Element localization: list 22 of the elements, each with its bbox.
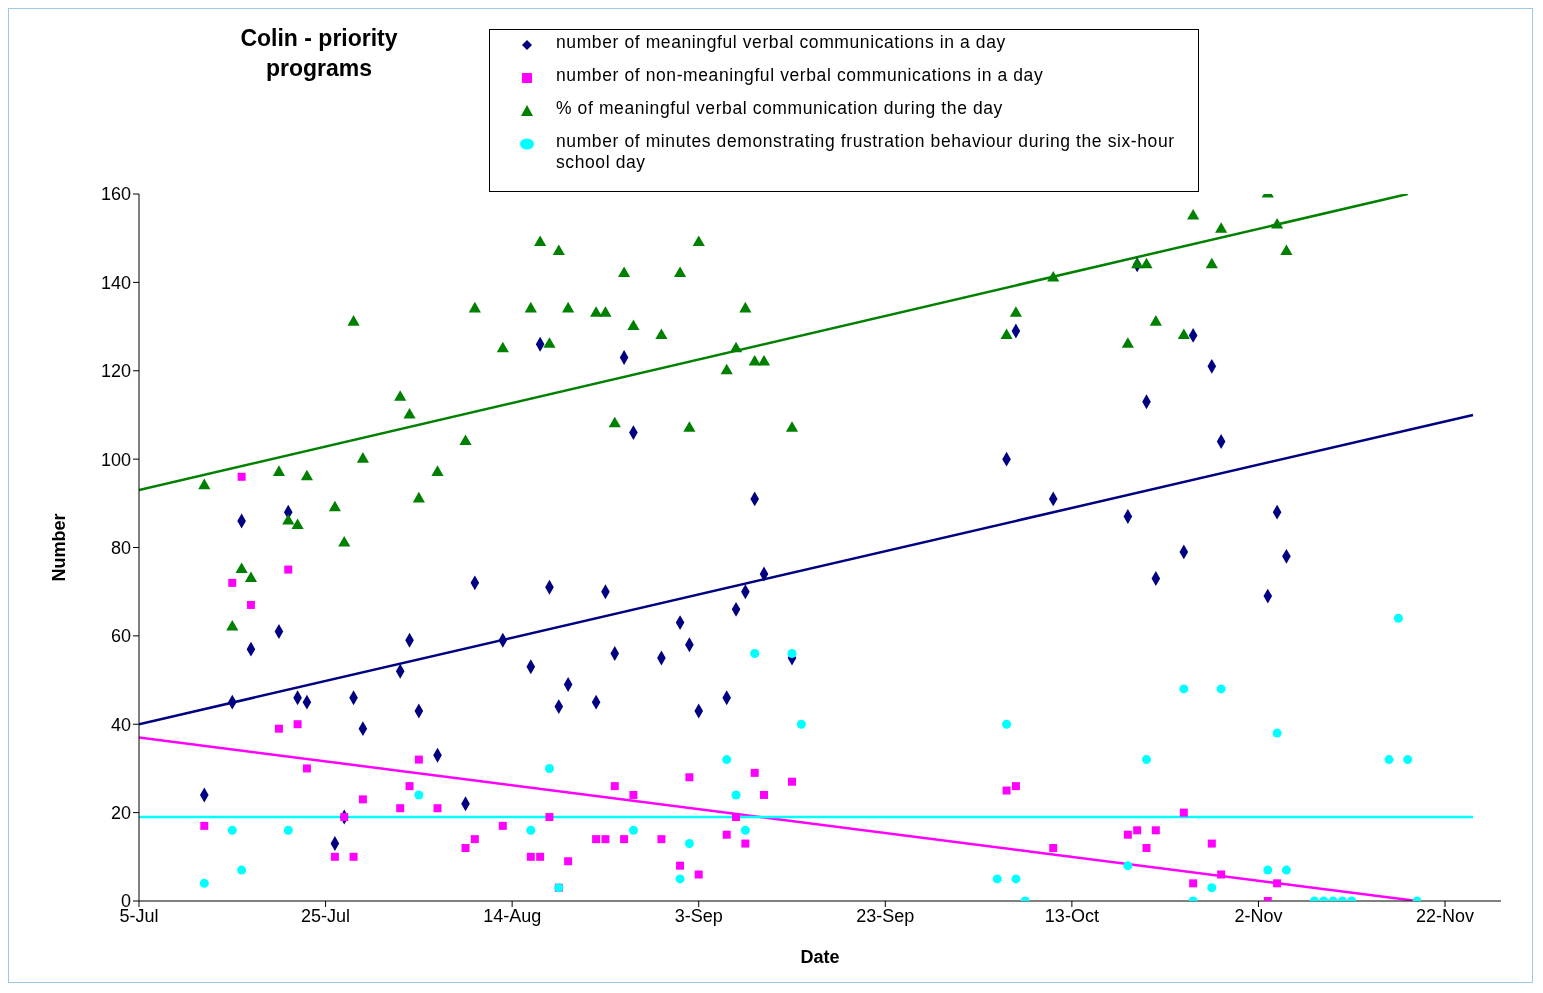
x-tick-label: 14-Aug <box>483 905 542 926</box>
legend-label: % of meaningful verbal communication during the day <box>556 98 1004 119</box>
y-tick-label: 60 <box>110 626 131 647</box>
legend-label: number of meaningful verbal communications in a day <box>556 32 1007 53</box>
legend-label: number of non-meaningful verbal communications in a day <box>556 65 1045 86</box>
x-axis-title: Date <box>800 947 840 967</box>
x-tick-label: 3-Sep <box>674 905 723 926</box>
x-tick-label: 23-Sep <box>856 905 915 926</box>
legend-label: number of minutes demonstrating frustration behaviour during the six-hour school day <box>556 131 1176 173</box>
y-tick-label: 80 <box>110 537 131 558</box>
y-tick-label: 160 <box>100 184 131 205</box>
chart-title: Colin - priority programs <box>239 24 399 83</box>
y-tick-label: 120 <box>100 361 131 382</box>
y-axis-title: Number <box>49 513 70 582</box>
y-tick-label: 100 <box>100 449 131 470</box>
x-tick-label: 25-Jul <box>301 905 351 926</box>
x-tick-label: 22-Nov <box>1416 905 1475 926</box>
y-tick-label: 20 <box>110 803 131 824</box>
x-tick-label: 2-Nov <box>1234 905 1283 926</box>
x-tick-label: 13-Oct <box>1044 905 1099 926</box>
y-tick-label: 140 <box>100 272 131 293</box>
y-tick-label: 40 <box>110 714 131 735</box>
